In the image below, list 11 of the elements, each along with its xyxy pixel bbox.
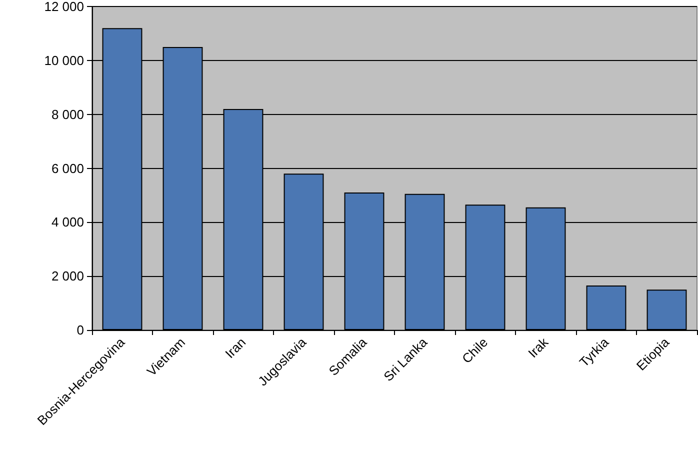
x-tick-label: Irak <box>525 334 552 361</box>
bar <box>586 286 626 330</box>
bar <box>646 290 687 330</box>
y-tick-label: 12 000 <box>44 0 84 14</box>
y-tick-label: 0 <box>76 322 84 338</box>
y-tick-label: 8 000 <box>51 106 84 122</box>
y-tick-label: 10 000 <box>44 52 84 68</box>
x-tick-label: Iran <box>222 334 249 362</box>
y-tick-label: 4 000 <box>51 214 84 230</box>
y-tick-label: 6 000 <box>51 160 84 176</box>
y-tick-label: 2 000 <box>51 268 84 284</box>
